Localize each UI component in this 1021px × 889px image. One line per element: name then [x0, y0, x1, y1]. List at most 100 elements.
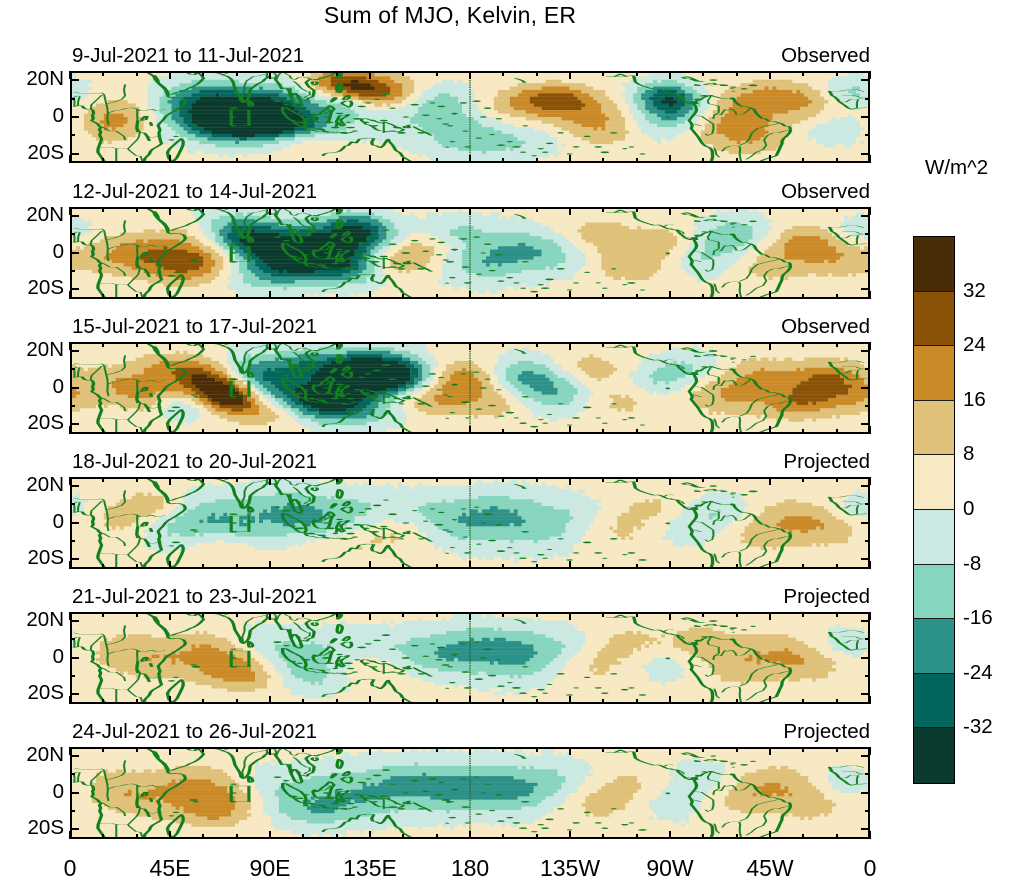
y-tick [70, 269, 75, 272]
x-tick [735, 341, 738, 347]
y-tick [70, 693, 79, 696]
x-tick [835, 428, 838, 434]
x-tick [302, 71, 305, 76]
y-tick [70, 214, 79, 217]
x-tick [635, 476, 638, 482]
x-tick [169, 290, 171, 299]
x-tick [369, 830, 371, 839]
y-axis-labels-5: 20N 0 20S [0, 608, 64, 705]
x-tick [702, 71, 705, 76]
x-tick [769, 155, 771, 163]
y-axis-tick-label: 20N [26, 337, 64, 361]
x-tick [635, 698, 638, 704]
x-tick [735, 476, 738, 482]
y-tick [861, 521, 870, 524]
x-tick [369, 611, 371, 620]
x-tick [302, 206, 305, 212]
y-axis-labels-6: 20N 0 20S [0, 743, 64, 840]
x-tick [469, 611, 471, 620]
y-tick [70, 152, 79, 155]
x-tick [102, 746, 105, 752]
olr-anomaly-field-5 [72, 613, 868, 702]
x-axis-tick-label: 90E [249, 855, 291, 881]
x-tick [402, 293, 405, 299]
x-tick [235, 476, 238, 482]
x-tick [235, 611, 238, 617]
y-tick [861, 152, 870, 155]
y-tick [865, 233, 870, 236]
x-tick [735, 563, 738, 569]
x-tick [69, 476, 71, 485]
x-tick [769, 206, 771, 215]
x-tick [669, 476, 671, 485]
x-tick [502, 746, 505, 752]
x-tick [302, 158, 305, 163]
x-tick [769, 746, 771, 755]
x-tick [802, 611, 805, 617]
x-tick [69, 341, 71, 350]
panel-date-range-6: 24-Jul-2021 to 26-Jul-2021 [72, 719, 318, 743]
map-panel-2: 12-Jul-2021 to 14-Jul-2021 Observed 20N 0 20… [26, 180, 871, 299]
x-tick [402, 158, 405, 163]
x-tick [835, 833, 838, 839]
y-tick [70, 503, 75, 506]
x-tick [169, 830, 171, 839]
x-tick [735, 71, 738, 76]
y-tick [70, 656, 79, 659]
x-tick [335, 341, 338, 347]
colorbar-tick-label: -8 [963, 551, 982, 575]
x-tick [235, 206, 238, 212]
x-tick [169, 560, 171, 569]
x-tick [635, 341, 638, 347]
x-tick [369, 341, 371, 350]
x-tick [802, 71, 805, 76]
x-tick [502, 833, 505, 839]
x-tick [335, 476, 338, 482]
map-panel-3: 15-Jul-2021 to 17-Jul-2021 Observed 20N 0 20… [26, 315, 871, 434]
x-tick [135, 158, 138, 163]
x-tick [302, 341, 305, 347]
x-tick [869, 695, 871, 704]
x-tick [869, 341, 871, 350]
y-tick [70, 79, 79, 82]
y-tick [865, 269, 870, 272]
colorbar-tick-label: -32 [963, 715, 993, 739]
colorbar-tick-label: 16 [963, 387, 986, 411]
panel-status-5: Projected [783, 584, 870, 608]
x-tick [435, 698, 438, 704]
x-tick [735, 293, 738, 299]
x-tick [469, 341, 471, 350]
colorbar-swatches [913, 236, 955, 784]
y-tick [861, 251, 870, 254]
x-tick [369, 746, 371, 755]
y-axis-tick-label: 20S [27, 546, 64, 570]
x-axis-tick-label: 0 [863, 855, 877, 881]
x-tick [435, 341, 438, 347]
x-tick [869, 425, 871, 434]
x-tick [402, 611, 405, 617]
y-axis-tick-label: 20S [27, 816, 64, 840]
map-panel-1: 9-Jul-2021 to 11-Jul-2021 Observed 20N 0 20S [26, 44, 871, 164]
colorbar-swatch-5 [914, 509, 954, 565]
x-tick [802, 563, 805, 569]
x-tick [269, 476, 271, 485]
x-tick [602, 428, 605, 434]
x-tick [869, 206, 871, 215]
x-tick [669, 560, 671, 569]
x-tick [635, 428, 638, 434]
y-tick [70, 674, 75, 677]
x-tick [269, 560, 271, 569]
olr-anomaly-field-4 [72, 478, 868, 567]
x-tick [269, 695, 271, 704]
x-tick [769, 476, 771, 485]
y-axis-tick-label: 20N [26, 742, 64, 766]
x-tick [569, 425, 571, 434]
x-tick [102, 833, 105, 839]
x-tick [635, 563, 638, 569]
x-tick [102, 611, 105, 617]
x-tick [669, 611, 671, 620]
y-tick [865, 773, 870, 776]
x-tick [569, 71, 571, 79]
x-tick [435, 833, 438, 839]
x-tick [735, 833, 738, 839]
